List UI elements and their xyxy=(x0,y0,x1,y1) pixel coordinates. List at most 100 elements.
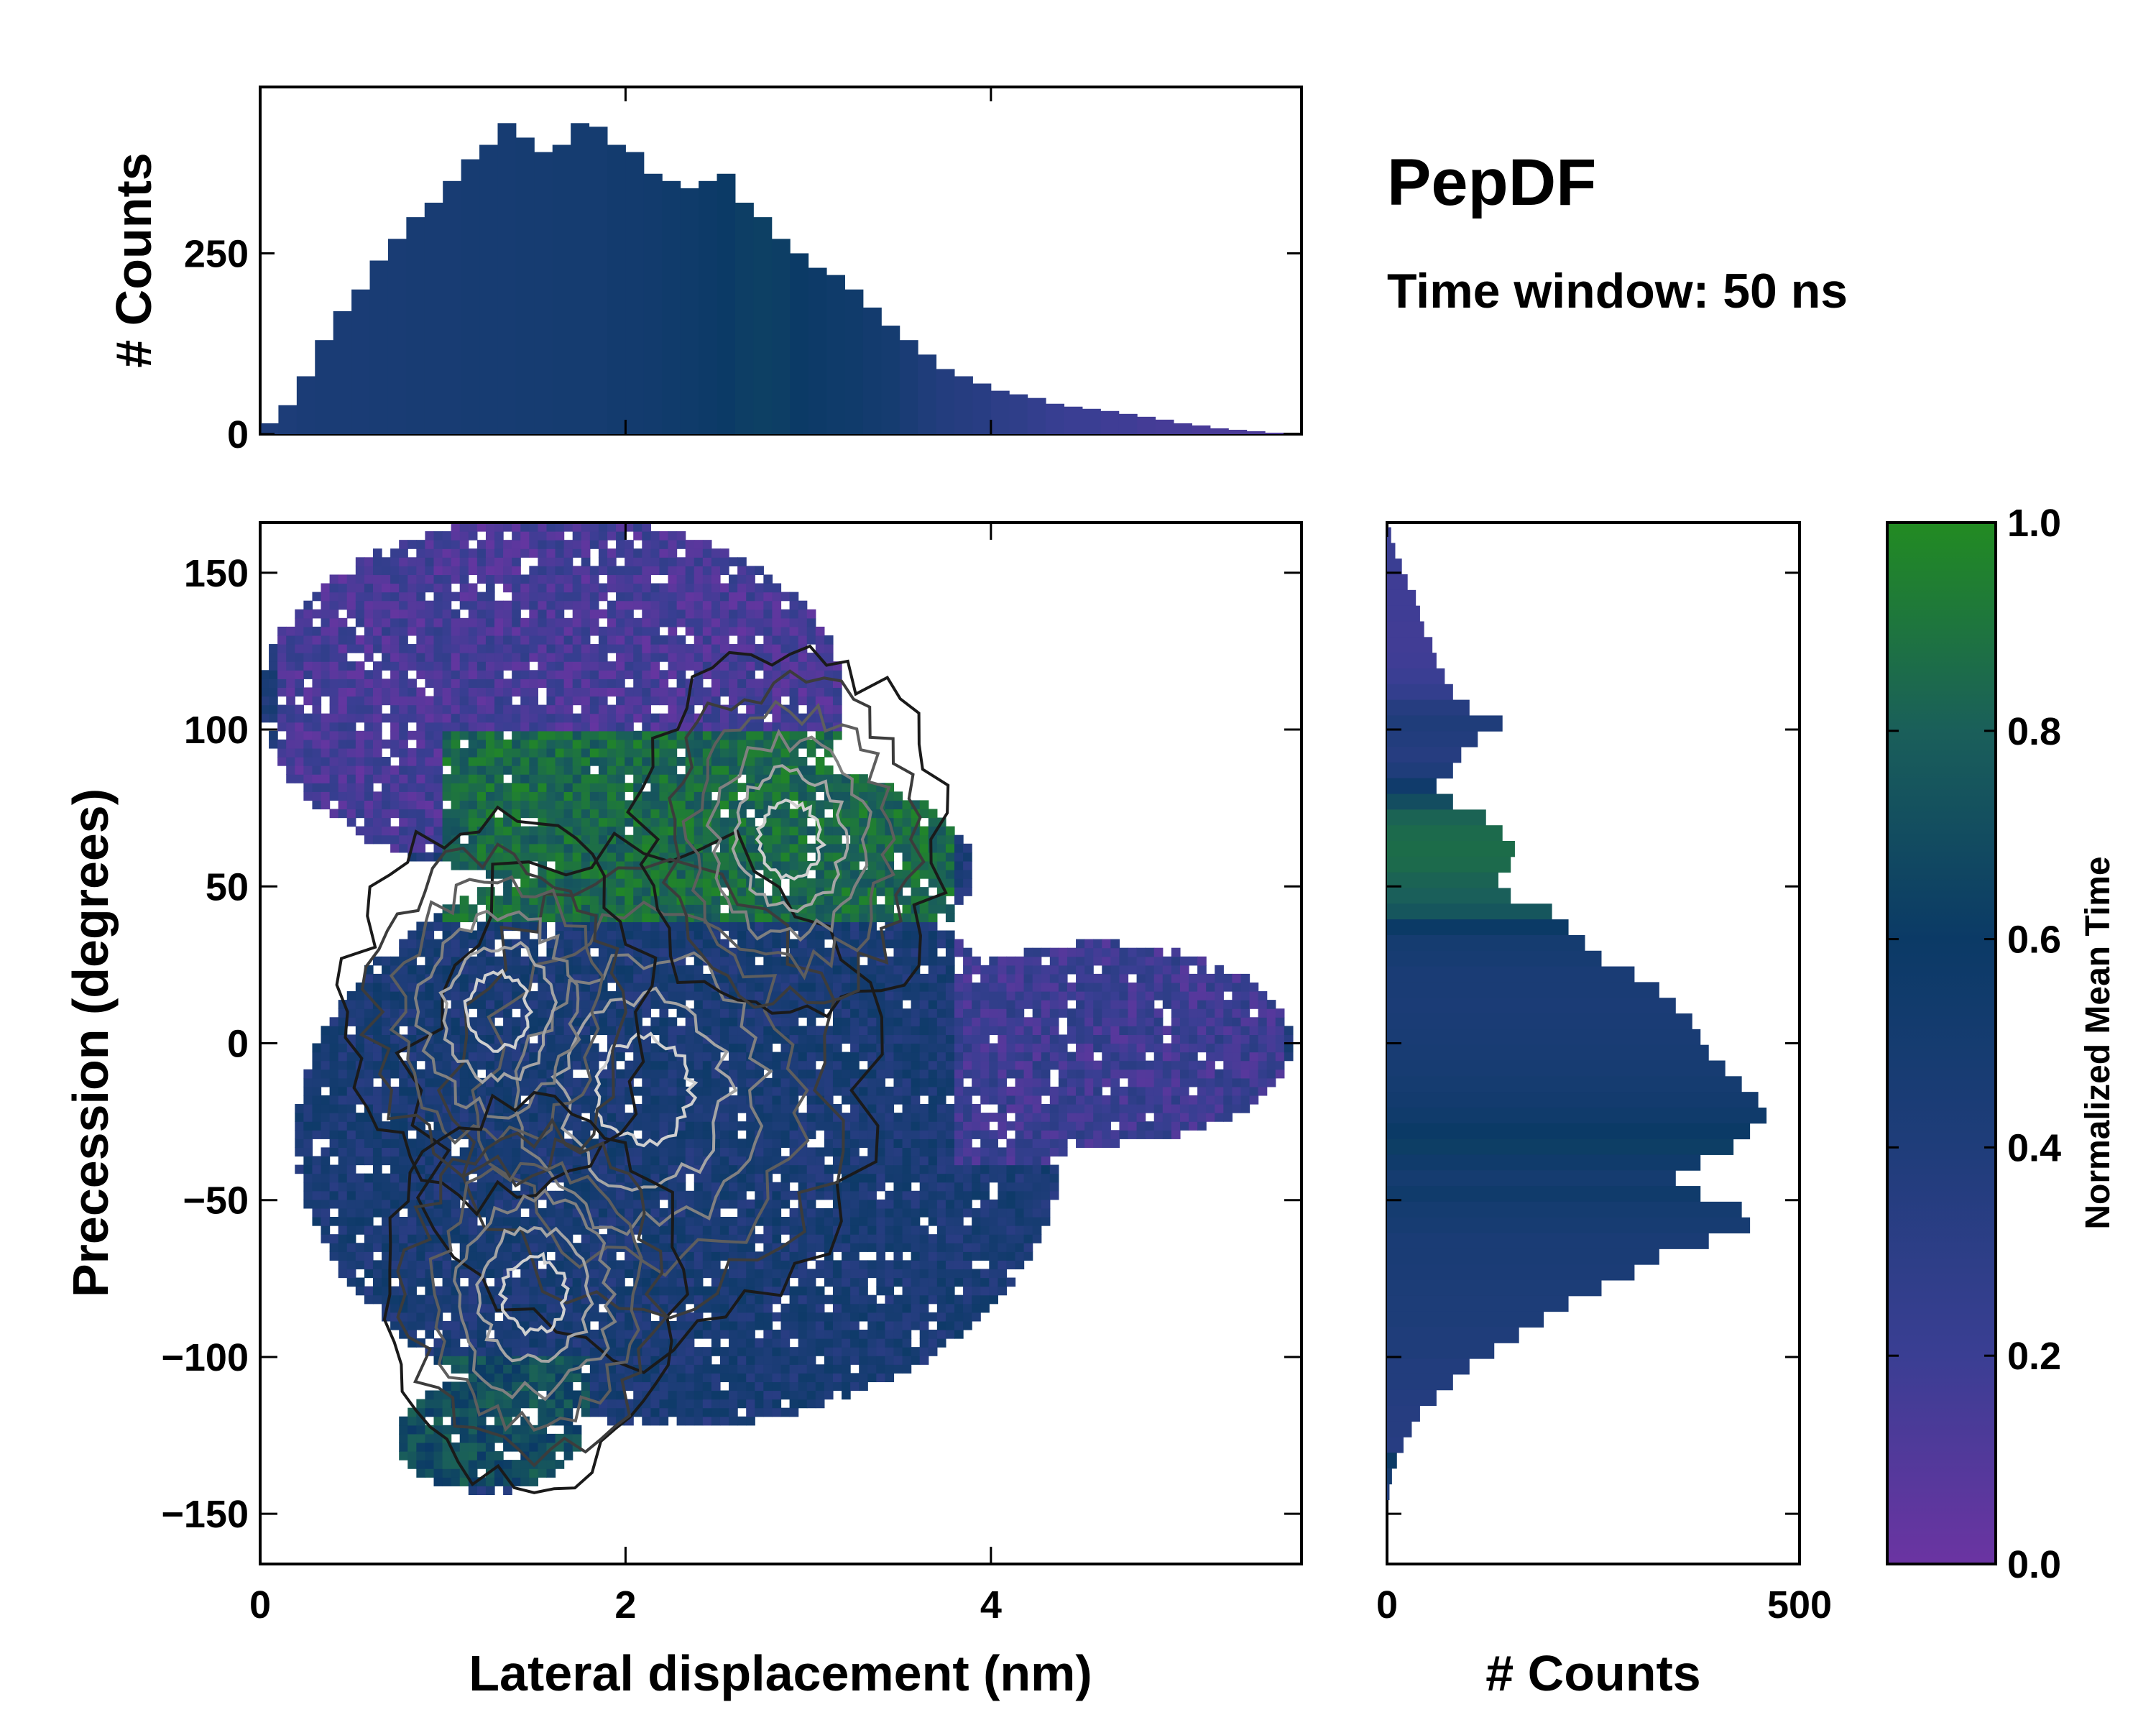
heatmap-cell xyxy=(416,730,426,740)
heatmap-cell xyxy=(399,713,408,723)
heatmap-cell xyxy=(668,991,678,1000)
heatmap-cell xyxy=(589,566,599,576)
heatmap-cell xyxy=(512,1052,521,1062)
heatmap-cell xyxy=(382,965,391,975)
heatmap-cell xyxy=(459,531,469,540)
heatmap-cell xyxy=(555,1113,565,1122)
heatmap-cell xyxy=(468,523,478,532)
heatmap-cell xyxy=(372,1156,382,1166)
heatmap-cell xyxy=(642,1407,651,1417)
heatmap-cell xyxy=(685,1390,695,1400)
heatmap-cell xyxy=(451,739,461,749)
heatmap-cell xyxy=(729,1164,738,1174)
heatmap-cell xyxy=(451,1000,461,1009)
heatmap-cell xyxy=(277,661,287,671)
heatmap-cell xyxy=(407,557,417,566)
heatmap-cell xyxy=(442,1460,452,1469)
heatmap-cell xyxy=(451,791,461,801)
heatmap-cell xyxy=(372,730,382,740)
heatmap-cell xyxy=(503,1138,512,1148)
heatmap-cell xyxy=(694,653,704,662)
heatmap-cell xyxy=(563,843,573,853)
heatmap-cell xyxy=(755,644,764,653)
heatmap-cell xyxy=(468,600,478,610)
heatmap-cell xyxy=(755,1182,764,1192)
heatmap-cell xyxy=(451,1173,461,1183)
heatmap-cell xyxy=(382,1138,391,1148)
heatmap-cell xyxy=(468,791,478,801)
heatmap-cell xyxy=(719,1407,729,1417)
heatmap-cell xyxy=(538,617,548,627)
heatmap-cell xyxy=(719,1130,729,1139)
heatmap-cell xyxy=(390,826,400,836)
heatmap-cell xyxy=(581,1381,591,1392)
heatmap-cell xyxy=(512,783,521,792)
heatmap-cell xyxy=(581,1000,591,1009)
heatmap-cell xyxy=(329,600,339,610)
heatmap-cell xyxy=(685,1251,695,1261)
heatmap-cell xyxy=(719,800,729,810)
heatmap-cell xyxy=(668,1399,678,1409)
heatmap-cell xyxy=(512,661,521,671)
heatmap-cell xyxy=(407,774,417,783)
heatmap-cell xyxy=(433,973,443,983)
heatmap-cell xyxy=(485,644,495,653)
heatmap-cell xyxy=(520,1312,530,1322)
heatmap-cell xyxy=(425,791,435,801)
heatmap-cell xyxy=(746,1356,755,1365)
heatmap-cell xyxy=(581,626,591,636)
heatmap-cell xyxy=(399,644,408,653)
heatmap-cell xyxy=(642,834,651,845)
heatmap-cell xyxy=(512,1243,521,1252)
heatmap-cell xyxy=(503,557,512,566)
heatmap-cell xyxy=(589,1364,599,1374)
heatmap-cell xyxy=(633,852,642,862)
heatmap-cell xyxy=(329,1086,339,1096)
heatmap-cell xyxy=(329,574,339,584)
heatmap-cell xyxy=(372,1104,382,1113)
heatmap-cell xyxy=(607,878,617,888)
heatmap-cell xyxy=(321,1234,331,1243)
heatmap-cell xyxy=(355,739,365,749)
heatmap-cell xyxy=(338,1225,348,1235)
heatmap-cell xyxy=(729,1104,738,1113)
heatmap-cell xyxy=(676,1373,686,1383)
heatmap-cell xyxy=(295,687,304,697)
heatmap-cell xyxy=(616,956,625,966)
heatmap-cell xyxy=(650,774,660,783)
heatmap-cell xyxy=(546,730,556,740)
heatmap-cell xyxy=(642,548,651,558)
heatmap-cell xyxy=(286,739,295,749)
heatmap-cell xyxy=(312,774,322,783)
heatmap-cell xyxy=(546,834,556,845)
heatmap-cell xyxy=(520,1277,530,1287)
heatmap-cell xyxy=(650,661,660,671)
heatmap-cell xyxy=(503,887,512,896)
heatmap-cell xyxy=(719,748,729,758)
heatmap-cell xyxy=(563,600,573,610)
heatmap-cell xyxy=(295,1164,304,1174)
heatmap-cell xyxy=(589,644,599,653)
heatmap-cell xyxy=(312,592,322,602)
heatmap-cell xyxy=(650,1225,660,1235)
heatmap-cell xyxy=(390,1121,400,1131)
heatmap-cell xyxy=(364,1217,374,1226)
heatmap-cell xyxy=(295,644,304,653)
heatmap-cell xyxy=(520,1199,530,1209)
heatmap-cell xyxy=(711,1052,721,1062)
heatmap-cell xyxy=(286,678,295,689)
heatmap-cell xyxy=(346,1277,356,1287)
heatmap-cell xyxy=(650,1147,660,1157)
heatmap-cell xyxy=(650,1086,660,1096)
heatmap-cell xyxy=(642,687,651,697)
heatmap-cell xyxy=(364,722,374,732)
heatmap-cell xyxy=(685,1034,695,1044)
heatmap-cell xyxy=(694,1294,704,1305)
heatmap-cell xyxy=(468,704,478,714)
heatmap-cell xyxy=(755,1373,764,1383)
heatmap-cell xyxy=(503,1026,512,1036)
heatmap-cell xyxy=(546,1303,556,1313)
heatmap-cell xyxy=(529,730,538,740)
heatmap-cell xyxy=(737,1303,747,1313)
heatmap-cell xyxy=(668,1373,678,1383)
